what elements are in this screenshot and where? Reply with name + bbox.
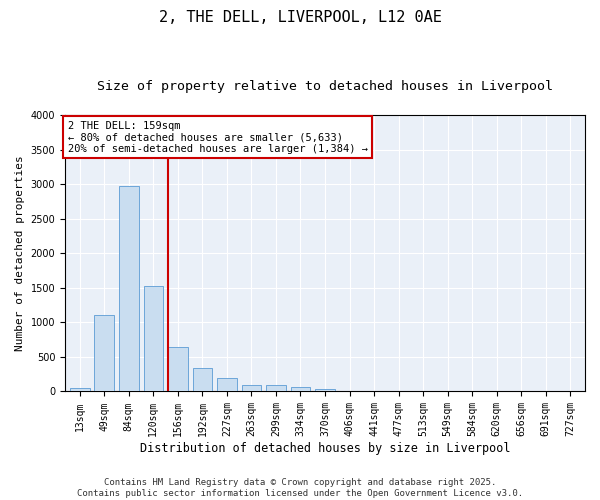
Title: Size of property relative to detached houses in Liverpool: Size of property relative to detached ho… bbox=[97, 80, 553, 93]
Bar bbox=[266, 386, 286, 392]
Bar bbox=[70, 388, 89, 392]
Text: 2 THE DELL: 159sqm
← 80% of detached houses are smaller (5,633)
20% of semi-deta: 2 THE DELL: 159sqm ← 80% of detached hou… bbox=[68, 120, 368, 154]
Text: Contains HM Land Registry data © Crown copyright and database right 2025.
Contai: Contains HM Land Registry data © Crown c… bbox=[77, 478, 523, 498]
Bar bbox=[193, 368, 212, 392]
Bar bbox=[168, 346, 188, 392]
Bar bbox=[340, 391, 359, 392]
Y-axis label: Number of detached properties: Number of detached properties bbox=[15, 156, 25, 351]
Bar bbox=[242, 386, 261, 392]
Bar bbox=[290, 387, 310, 392]
Bar bbox=[217, 378, 237, 392]
X-axis label: Distribution of detached houses by size in Liverpool: Distribution of detached houses by size … bbox=[140, 442, 510, 455]
Text: 2, THE DELL, LIVERPOOL, L12 0AE: 2, THE DELL, LIVERPOOL, L12 0AE bbox=[158, 10, 442, 25]
Bar bbox=[119, 186, 139, 392]
Bar bbox=[315, 390, 335, 392]
Bar bbox=[143, 286, 163, 392]
Bar bbox=[94, 316, 114, 392]
